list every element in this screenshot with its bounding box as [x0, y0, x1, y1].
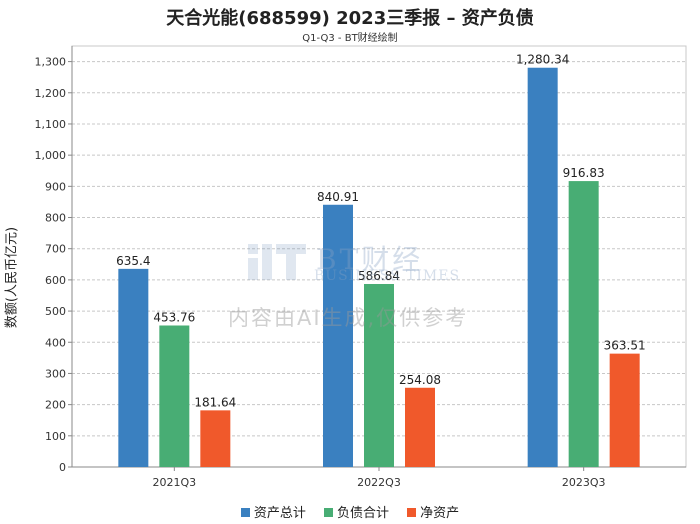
- x-tick-label: 2023Q3: [562, 476, 606, 489]
- y-tick-label: 700: [45, 243, 66, 256]
- bar: [159, 325, 190, 467]
- y-tick-label: 900: [45, 180, 66, 193]
- y-tick-label: 300: [45, 367, 66, 380]
- bar-data-label: 453.76: [153, 310, 195, 324]
- bar: [527, 67, 558, 467]
- bar: [609, 353, 640, 467]
- bar-data-label: 586.84: [358, 269, 400, 283]
- y-tick-label: 200: [45, 399, 66, 412]
- bar-data-label: 1,280.34: [516, 53, 569, 67]
- y-tick-label: 1,100: [35, 118, 67, 131]
- chart-title: 天合光能(688599) 2023三季报 – 资产负债: [166, 8, 534, 29]
- y-tick-label: 1,000: [35, 149, 67, 162]
- legend-swatch-net-assets: [407, 508, 417, 517]
- bar-data-label: 840.91: [317, 190, 359, 204]
- x-tick-label: 2021Q3: [153, 476, 197, 489]
- legend-label-assets: 资产总计: [253, 506, 306, 521]
- legend-swatch-liabilities: [323, 508, 333, 517]
- bar: [364, 283, 394, 467]
- bar: [405, 387, 435, 467]
- bar: [568, 181, 599, 467]
- bar-data-label: 254.08: [399, 373, 441, 387]
- bar: [118, 268, 149, 467]
- y-tick-label: 1,200: [35, 87, 67, 100]
- legend-item-assets[interactable]: 资产总计: [240, 502, 306, 521]
- legend-label-net-assets: 净资产: [420, 506, 460, 521]
- x-tick-label: 2022Q3: [357, 476, 401, 489]
- y-tick-label: 800: [45, 212, 66, 225]
- y-tick-label: 1,300: [35, 56, 67, 69]
- y-tick-label: 500: [45, 305, 66, 318]
- bar: [200, 410, 231, 467]
- legend-item-liabilities[interactable]: 负债合计: [323, 502, 389, 521]
- legend-item-net-assets[interactable]: 净资产: [407, 502, 459, 521]
- y-tick-label: 0: [59, 461, 66, 474]
- bar-data-label: 635.4: [116, 254, 150, 268]
- bar: [323, 204, 353, 467]
- y-tick-label: 600: [45, 274, 66, 287]
- bar-data-label: 363.51: [604, 339, 646, 353]
- legend: 资产总计 负债合计 净资产: [0, 502, 700, 521]
- bar-data-label: 181.64: [194, 395, 236, 409]
- y-tick-label: 400: [45, 336, 66, 349]
- legend-swatch-assets: [240, 508, 250, 517]
- legend-label-liabilities: 负债合计: [336, 506, 389, 521]
- chart-subtitle: Q1-Q3 - BT财经绘制: [302, 33, 398, 44]
- bar-data-label: 916.83: [563, 166, 605, 180]
- y-tick-label: 100: [45, 430, 66, 443]
